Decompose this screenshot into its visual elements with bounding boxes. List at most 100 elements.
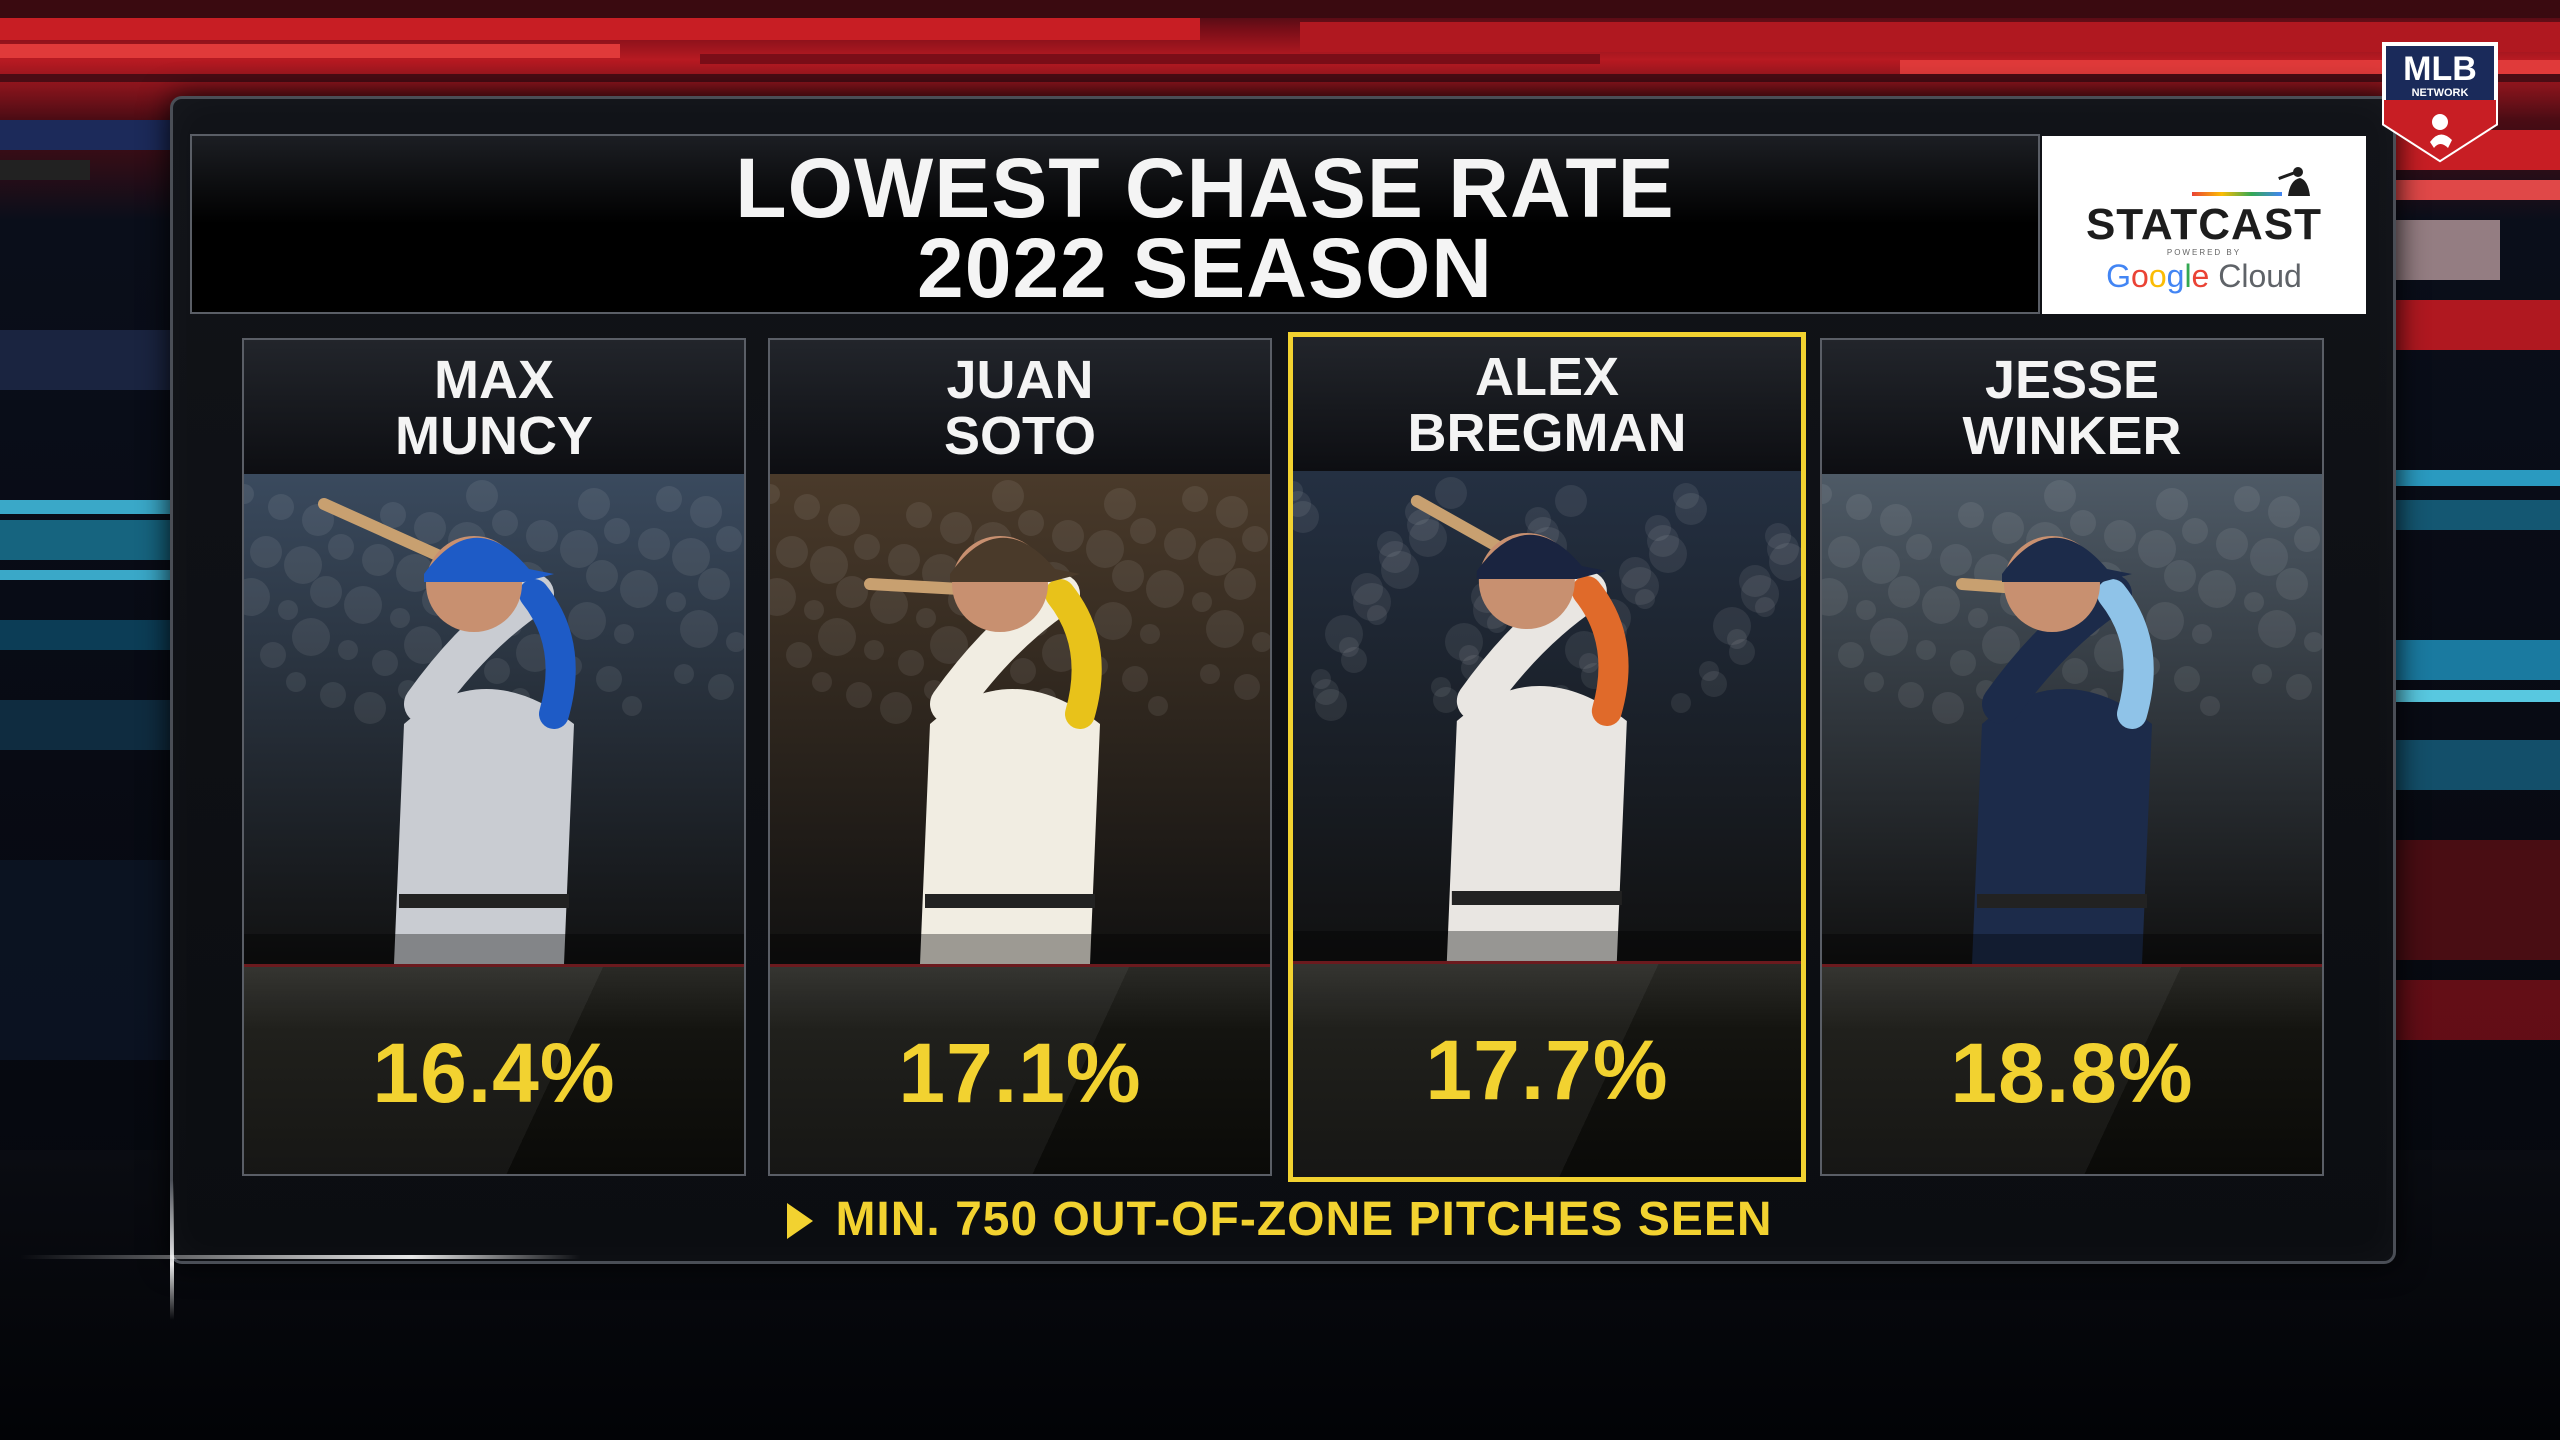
crowd-blur	[2044, 480, 2076, 512]
streak	[700, 54, 1600, 64]
crowd-blur	[786, 642, 812, 668]
streak	[0, 570, 170, 580]
crowd-blur	[380, 502, 406, 528]
crowd-blur	[906, 502, 932, 528]
player-name: ALEX BREGMAN	[1293, 337, 1801, 471]
crowd-blur	[1579, 653, 1599, 673]
crowd-blur	[864, 640, 884, 660]
crowd-blur	[2200, 696, 2220, 716]
crowd-blur	[1701, 671, 1727, 697]
crowd-blur	[396, 554, 434, 592]
streak	[0, 860, 170, 1060]
player-photo	[1293, 471, 1801, 961]
crowd-blur	[1311, 669, 1331, 689]
crowd-blur	[1325, 615, 1363, 653]
crowd-blur	[404, 626, 442, 664]
streak	[2390, 840, 2560, 960]
player-name: JUAN SOTO	[770, 340, 1270, 474]
crowd-blur	[1982, 626, 2020, 664]
crowd-blur	[1922, 586, 1960, 624]
field-shadow	[244, 934, 744, 964]
player-illustration	[1293, 471, 1801, 961]
streak	[0, 330, 170, 390]
crowd-blur	[770, 484, 780, 504]
field-shadow	[770, 934, 1270, 964]
crowd-blur	[244, 578, 270, 616]
crowd-blur	[1870, 618, 1908, 656]
crowd-blur	[1968, 608, 1988, 628]
crowd-blur	[1828, 536, 1860, 568]
sleeve	[519, 579, 576, 729]
arm	[404, 574, 554, 724]
crowd-blur	[278, 600, 298, 620]
crowd-blur	[1950, 650, 1976, 676]
crowd-blur	[708, 674, 734, 700]
crowd-blur	[1206, 610, 1244, 648]
streak	[0, 18, 1200, 40]
field-shadow	[1293, 931, 1801, 961]
player-first-name: MAX	[434, 350, 554, 410]
crowd-blur	[666, 592, 686, 612]
crowd-blur	[1739, 565, 1771, 597]
play-triangle-icon	[787, 1203, 814, 1239]
crowd-blur	[284, 546, 322, 584]
crowd-blur	[1192, 592, 1212, 612]
crowd-blur	[1140, 624, 1160, 644]
crowd-blur	[2156, 488, 2188, 520]
player-last-name: SOTO	[943, 406, 1097, 466]
crowd-blur	[344, 586, 382, 624]
crowd-blur	[776, 536, 808, 568]
crowd-blur	[268, 494, 294, 520]
streak	[2390, 180, 2560, 200]
crowd-blur	[810, 546, 848, 584]
statcast-accent-bar	[2192, 192, 2282, 196]
streak	[0, 520, 170, 560]
crowd-blur	[1673, 483, 1699, 509]
crowd-blur	[1621, 567, 1659, 605]
crowd-blur	[638, 528, 670, 560]
crowd-blur	[1353, 583, 1391, 621]
panel-glint	[20, 1255, 580, 1259]
crowd-blur	[1765, 523, 1791, 549]
crowd-blur	[2286, 674, 2312, 700]
crowd-blur	[1755, 597, 1775, 617]
streak	[2390, 740, 2560, 790]
crowd-blur	[828, 504, 860, 536]
crowd-blur	[818, 618, 856, 656]
crowd-blur	[1992, 512, 2024, 544]
crowd-blur	[770, 578, 796, 616]
crowd-blur	[2146, 602, 2184, 640]
crowd-blur	[338, 640, 358, 660]
jersey	[394, 689, 574, 964]
crowd-blur	[1846, 494, 1872, 520]
player-illustration	[770, 474, 1270, 964]
chase-rate-value: 16.4%	[372, 1026, 616, 1120]
belt	[1977, 894, 2147, 908]
crowd-blur	[1635, 589, 1655, 609]
crowd-blur	[1381, 551, 1419, 589]
streak	[2390, 500, 2560, 530]
crowd-blur	[568, 602, 606, 640]
crowd-blur	[1838, 642, 1864, 668]
crowd-blur	[1242, 526, 1268, 552]
crowd-blur	[596, 666, 622, 692]
player-card-soto: JUAN SOTO 17.1%	[768, 338, 1272, 1176]
belt	[1451, 891, 1622, 905]
crowd-blur	[354, 692, 386, 724]
crowd-blur	[1822, 484, 1832, 504]
crowd-blur	[2104, 520, 2136, 552]
crowd-blur	[244, 484, 254, 504]
crowd-blur	[620, 570, 658, 608]
crowd-blur	[1293, 501, 1319, 533]
player-last-name: WINKER	[1962, 406, 2182, 466]
crowd-blur	[2062, 658, 2088, 684]
crowd-blur	[2174, 666, 2200, 692]
helmet	[2002, 537, 2132, 582]
crowd-blur	[2294, 526, 2320, 552]
player-first-name: JUAN	[946, 350, 1094, 410]
crowd-blur	[1862, 546, 1900, 584]
crowd-blur	[2268, 496, 2300, 528]
crowd-blur	[1130, 518, 1156, 544]
streak	[0, 0, 2560, 18]
